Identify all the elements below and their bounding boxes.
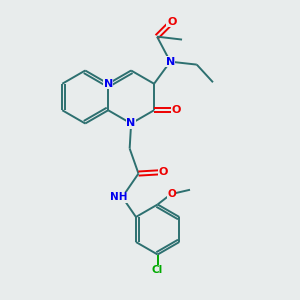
Text: Cl: Cl <box>152 265 163 275</box>
Text: O: O <box>172 105 181 115</box>
Text: NH: NH <box>110 192 128 202</box>
Text: N: N <box>166 57 175 67</box>
Text: O: O <box>159 167 168 177</box>
Text: N: N <box>127 118 136 128</box>
Text: O: O <box>167 189 176 199</box>
Text: O: O <box>167 17 176 27</box>
Text: N: N <box>103 79 113 89</box>
